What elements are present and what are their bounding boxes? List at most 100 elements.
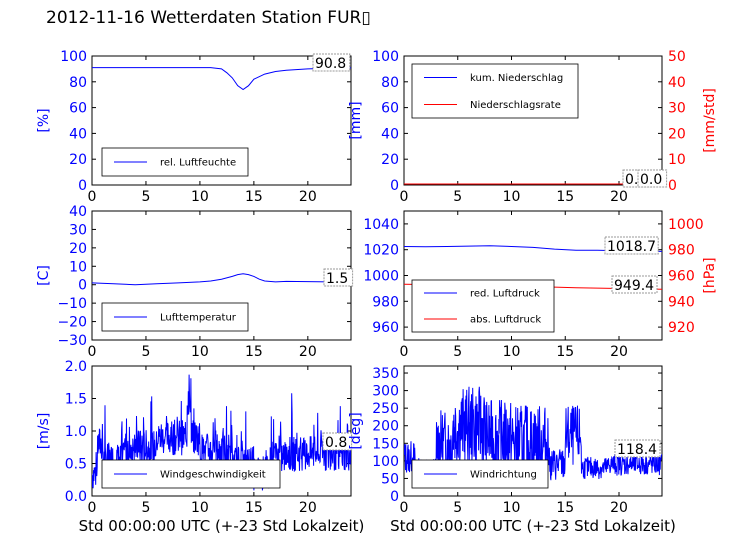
y-tick-label: 1000 <box>363 269 399 285</box>
y-tick-label: 0 <box>390 489 399 505</box>
x-tick-label: 20 <box>299 500 317 516</box>
x-tick-label: 10 <box>191 189 209 205</box>
y-tick-label: 2.0 <box>65 359 87 375</box>
y-tick-label: 60 <box>381 101 399 117</box>
panel-2: 0 5 10 15 20 0 20 40 60 80 100 0 10 20 30 40 50 [mm/std] [… <box>348 49 718 205</box>
x-tick-label: 20 <box>299 344 317 360</box>
y-tick-label: −20 <box>57 315 87 331</box>
x-tick-label: 15 <box>245 500 263 516</box>
y-tick-label: 1.0 <box>65 424 87 440</box>
current-value-2-box <box>637 169 668 188</box>
current-value-box <box>312 53 351 72</box>
panel-5: 0 5 10 15 20 0.0 0.5 1.0 1.5 2.0 [m/s] Std 00:00:00… <box>36 359 364 535</box>
y-tick-label: 980 <box>372 294 399 310</box>
y2-tick-label: 940 <box>668 294 695 310</box>
series-line-1 <box>404 386 662 486</box>
x-tick-label: 10 <box>503 344 521 360</box>
current-value-2: 949.4 <box>614 278 654 294</box>
legend: kum. Niederschlag Niederschlagsrate <box>411 63 579 119</box>
series-line-1 <box>92 273 351 286</box>
plot-area <box>403 55 663 186</box>
y-axis-label: [%] <box>36 108 52 132</box>
legend-entry: abs. Luftdruck <box>470 315 541 326</box>
y-tick-label: 200 <box>372 419 399 435</box>
y-tick-label: 0.5 <box>65 457 87 473</box>
current-value: 1.5 <box>326 271 348 287</box>
series-group <box>92 67 351 91</box>
x-tick-label: 15 <box>556 344 574 360</box>
x-tick-label: 15 <box>245 189 263 205</box>
current-value-box <box>323 268 354 287</box>
panel-1: 0 5 10 15 20 0 20 40 60 80 100 [%] 90.8 rel. Luftfeuc… <box>36 49 352 205</box>
y-tick-label: 0.0 <box>65 489 87 505</box>
series-group <box>92 374 351 491</box>
legend: Windrichtung <box>411 459 549 489</box>
x-tick-label: 0 <box>400 344 409 360</box>
y-tick-label: 250 <box>372 401 399 417</box>
current-value: 118.4 <box>617 442 657 458</box>
y2-tick-label: 960 <box>668 269 695 285</box>
y-tick-label: 350 <box>372 366 399 382</box>
y2-axis-label: [mm/std] <box>702 88 718 153</box>
x-tick-label: 20 <box>610 344 628 360</box>
x-tick-label: 5 <box>141 189 150 205</box>
x-tick-label: 0 <box>88 189 97 205</box>
legend-box <box>101 459 281 489</box>
y-tick-label: 1.5 <box>65 392 87 408</box>
x-tick-label: 5 <box>141 344 150 360</box>
x-tick-label: 20 <box>299 189 317 205</box>
legend: rel. Luftfeuchte <box>101 147 249 177</box>
x-tick-label: 0 <box>88 344 97 360</box>
current-value: 0.8 <box>325 435 347 451</box>
series-line-1 <box>92 67 351 91</box>
y-tick-label: 20 <box>69 241 87 257</box>
legend: Windgeschwindigkeit <box>101 459 281 489</box>
series-line-1 <box>92 374 351 491</box>
y-tick-label: 10 <box>69 259 87 275</box>
x-tick-label: 0 <box>400 500 409 516</box>
legend-entry: Lufttemperatur <box>160 313 237 324</box>
y-tick-label: 150 <box>372 436 399 452</box>
current-value-box <box>614 439 661 458</box>
y-tick-label: 60 <box>69 101 87 117</box>
y-tick-label: 1040 <box>363 217 399 233</box>
y-tick-label: 100 <box>60 49 87 65</box>
x-tick-label: 5 <box>453 344 462 360</box>
y2-tick-label: 50 <box>668 49 686 65</box>
x-axis-label: Std 00:00:00 UTC (+-23 Std Lokalzeit) <box>79 517 365 535</box>
y2-tick-label: 20 <box>668 126 686 142</box>
figure-title: 2012-11-16 Wetterdaten Station FUR▯ <box>46 8 371 28</box>
y-axis-label: [C] <box>36 265 52 286</box>
x-axis-label: Std 00:00:00 UTC (+-23 Std Lokalzeit) <box>390 517 676 535</box>
current-value-2: 0.0 <box>640 172 662 188</box>
plot-area <box>403 365 663 497</box>
current-value-2-box <box>611 275 658 294</box>
legend-entry: Niederschlagsrate <box>470 100 561 111</box>
x-tick-label: 15 <box>556 500 574 516</box>
series-group <box>92 273 351 286</box>
series-group <box>404 386 662 486</box>
y-tick-label: 0 <box>390 178 399 194</box>
legend-entry: kum. Niederschlag <box>470 73 563 84</box>
y-tick-label: 0 <box>78 278 87 294</box>
legend: Lufttemperatur <box>101 302 249 332</box>
x-tick-label: 5 <box>453 500 462 516</box>
x-tick-label: 0 <box>400 189 409 205</box>
y-tick-label: 100 <box>372 49 399 65</box>
x-tick-label: 10 <box>191 344 209 360</box>
y-tick-label: 960 <box>372 320 399 336</box>
x-tick-label: 5 <box>453 189 462 205</box>
legend: red. Luftdruck abs. Luftdruck <box>411 279 555 333</box>
legend-entry: rel. Luftfeuchte <box>160 158 236 169</box>
y-tick-label: 100 <box>372 454 399 470</box>
y2-axis-label: [hPa] <box>702 257 718 293</box>
y2-tick-label: 0 <box>668 178 677 194</box>
x-tick-label: 5 <box>141 500 150 516</box>
y-tick-label: −30 <box>57 333 87 349</box>
y-tick-label: 30 <box>69 222 87 238</box>
legend-entry: Windgeschwindigkeit <box>160 470 266 481</box>
y-axis-label: [m/s] <box>36 413 52 450</box>
y-tick-label: −10 <box>57 296 87 312</box>
